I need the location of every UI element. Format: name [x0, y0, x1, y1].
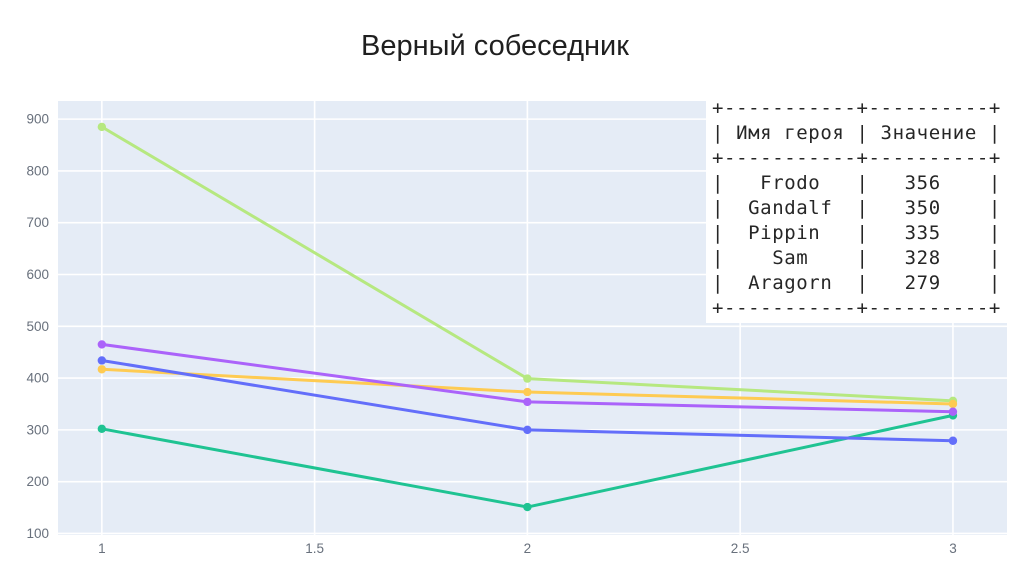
data-point-sam	[523, 502, 532, 512]
data-point-aragorn	[523, 425, 532, 435]
y-tick-label: 400	[26, 371, 49, 386]
data-point-pippin	[523, 397, 532, 407]
x-tick-label: 3	[949, 541, 957, 556]
chart-title: Верный собеседник	[361, 30, 629, 62]
y-tick-label: 200	[26, 474, 49, 489]
y-tick-label: 800	[26, 163, 49, 178]
values-table: +-----------+----------+ | Имя героя | З…	[706, 94, 1007, 323]
data-point-aragorn	[97, 356, 107, 365]
x-tick-label: 1	[98, 541, 106, 556]
data-point-frodo	[97, 122, 107, 132]
y-tick-label: 100	[26, 526, 49, 541]
y-tick-label: 600	[26, 267, 49, 282]
data-point-gandalf	[523, 387, 532, 397]
data-point-sam	[97, 424, 107, 434]
y-tick-label: 300	[26, 422, 49, 437]
x-tick-label: 2	[524, 541, 532, 556]
data-point-aragorn	[948, 436, 958, 445]
y-tick-label: 900	[26, 112, 49, 127]
y-tick-label: 700	[26, 215, 49, 230]
data-point-gandalf	[948, 399, 958, 409]
x-tick-label: 1.5	[305, 541, 324, 556]
data-point-frodo	[523, 374, 532, 383]
data-point-pippin	[97, 340, 107, 349]
y-tick-label: 500	[26, 319, 49, 334]
x-tick-label: 2.5	[731, 541, 750, 556]
data-point-gandalf	[97, 365, 107, 374]
data-point-pippin	[948, 407, 958, 416]
